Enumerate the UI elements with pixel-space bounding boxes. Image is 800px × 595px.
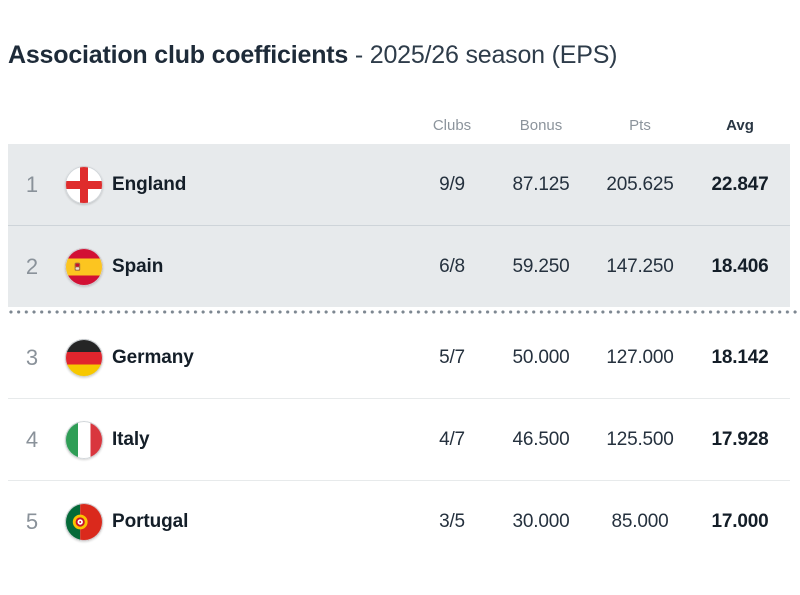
table-row[interactable]: 4 Italy 4/7 46.500 125.500 17.928 <box>8 399 790 481</box>
table-row[interactable]: 2 Spain 6/8 59.250 147.250 18.406 <box>8 225 790 307</box>
table-row[interactable]: 5 Portugal 3/5 30.000 85.000 17.000 <box>8 481 790 562</box>
rank-value: 4 <box>25 426 39 452</box>
country-name: Portugal <box>112 510 189 532</box>
table-header-row: Clubs Bonus Pts Avg <box>8 106 790 144</box>
column-header-clubs: Clubs <box>432 116 472 134</box>
flag-spain-icon <box>56 247 112 286</box>
pts-value: 147.250 <box>606 255 674 277</box>
country-name: England <box>112 173 187 195</box>
bonus-value: 87.125 <box>512 173 570 195</box>
column-header-avg: Avg <box>726 116 754 134</box>
rank-value: 2 <box>25 253 39 279</box>
country-name: Spain <box>112 255 164 277</box>
clubs-value: 4/7 <box>439 428 465 450</box>
page-title: Association club coefficients - 2025/26 … <box>8 40 790 70</box>
flag-germany-icon <box>56 338 112 377</box>
flag-portugal-icon <box>56 502 112 541</box>
avg-value: 18.406 <box>711 255 769 277</box>
clubs-value: 9/9 <box>439 173 465 195</box>
clubs-value: 3/5 <box>439 510 465 532</box>
page-title-season: - 2025/26 season (EPS) <box>354 41 618 69</box>
pts-value: 127.000 <box>606 346 674 368</box>
pts-value: 125.500 <box>606 428 674 450</box>
flag-england-icon <box>56 165 112 204</box>
bonus-value: 59.250 <box>512 255 570 277</box>
flag-italy-icon <box>56 420 112 459</box>
pts-value: 205.625 <box>606 173 674 195</box>
table-row[interactable]: 1 England 9/9 87.125 205.625 22.847 <box>8 144 790 225</box>
country-name: Italy <box>112 428 150 450</box>
column-header-bonus: Bonus <box>519 116 563 134</box>
avg-value: 17.928 <box>711 428 769 450</box>
avg-value: 18.142 <box>711 346 769 368</box>
bonus-value: 50.000 <box>512 346 570 368</box>
pts-value: 85.000 <box>611 510 669 532</box>
association-coefficients-page: Association club coefficients - 2025/26 … <box>0 40 800 562</box>
column-header-pts: Pts <box>629 116 651 134</box>
bonus-value: 46.500 <box>512 428 570 450</box>
table-body: 1 England 9/9 87.125 205.625 22.847 2 Sp… <box>8 144 800 562</box>
clubs-value: 5/7 <box>439 346 465 368</box>
page-title-main: Association club coefficients <box>8 41 349 69</box>
bonus-value: 30.000 <box>512 510 570 532</box>
avg-value: 22.847 <box>711 173 769 195</box>
rank-value: 5 <box>25 508 39 534</box>
qualification-cutoff-divider <box>8 307 800 317</box>
clubs-value: 6/8 <box>439 255 465 277</box>
rank-value: 3 <box>25 344 39 370</box>
country-name: Germany <box>112 346 194 368</box>
table-row[interactable]: 3 Germany 5/7 50.000 127.000 18.142 <box>8 317 790 399</box>
rank-value: 1 <box>25 171 39 197</box>
avg-value: 17.000 <box>711 510 769 532</box>
